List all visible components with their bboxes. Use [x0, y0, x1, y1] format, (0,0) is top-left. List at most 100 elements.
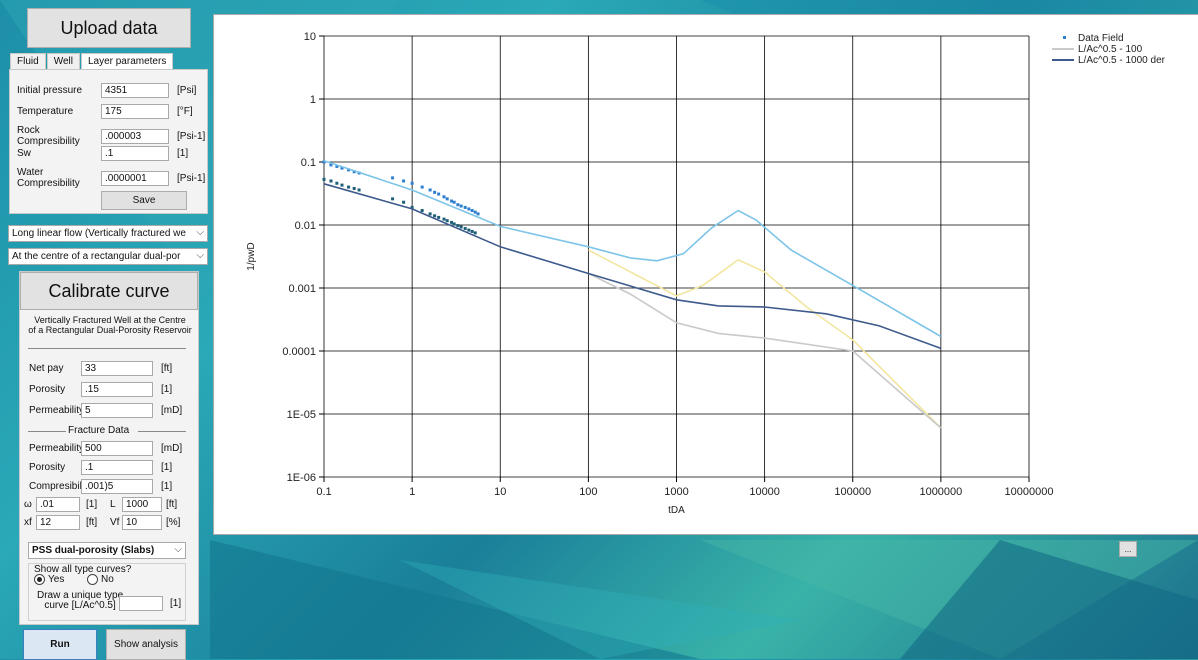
- fracture-header: Fracture Data: [68, 425, 129, 436]
- fracture-field-input[interactable]: .1: [81, 460, 153, 475]
- save-button[interactable]: Save: [101, 191, 187, 210]
- matrix-field-input[interactable]: 5: [81, 403, 153, 418]
- xf-row: xf 12 [ft] Vf 10 [%]: [24, 515, 180, 530]
- matrix-field-unit: [1]: [161, 384, 173, 395]
- y-tick-label: 1: [310, 94, 316, 106]
- layer-field-input[interactable]: .1: [101, 146, 169, 161]
- layer-field-input[interactable]: .0000001: [101, 170, 169, 186]
- y-axis-label: 1/pwD: [246, 242, 257, 270]
- fracture-field-row: Porosity .1 [1]: [29, 460, 172, 475]
- tab-layer-parameters[interactable]: Layer parameters: [80, 53, 174, 69]
- series-line: [588, 249, 942, 429]
- data-point: [445, 197, 449, 201]
- layer-field-unit: [Psi-1]: [177, 172, 206, 184]
- model-select[interactable]: PSS dual-porosity (Slabs) ⌵: [28, 542, 186, 559]
- data-point: [470, 208, 474, 212]
- data-point: [322, 160, 326, 164]
- matrix-field-input[interactable]: .15: [81, 382, 153, 397]
- data-point: [352, 186, 356, 190]
- flow-type-select[interactable]: Long linear flow (Vertically fractured w…: [8, 225, 208, 242]
- omega-row: ω .01 [1] L 1000 [ft]: [24, 497, 177, 512]
- fracture-field-unit: [mD]: [161, 443, 183, 454]
- geometry-value: At the centre of a rectangular dual-por: [12, 251, 181, 262]
- no-radio[interactable]: No: [87, 574, 114, 585]
- data-point: [437, 192, 441, 196]
- calibrate-title: Vertically Fractured Well at the Centre …: [24, 315, 196, 335]
- type-curve-chart: 0.1 1 10 100 1000 10000 100000 1000000 10000000 1…: [246, 31, 1166, 516]
- chevron-down-icon: ⌵: [174, 544, 182, 555]
- unique-curve-unit: [1]: [170, 598, 182, 609]
- data-point: [452, 200, 456, 204]
- layer-field-input[interactable]: .000003: [101, 128, 169, 144]
- data-point: [452, 222, 456, 226]
- tab-fluid[interactable]: Fluid: [10, 53, 46, 69]
- data-point: [420, 208, 424, 212]
- data-point: [473, 210, 477, 214]
- matrix-field-label: Permeability: [29, 405, 85, 416]
- matrix-field-row: Porosity .15 [1]: [29, 382, 172, 397]
- layer-field-unit: [°F]: [177, 106, 193, 117]
- data-point: [456, 224, 460, 228]
- y-tick-label: 0.001: [288, 283, 316, 295]
- fracture-data-label: Fracture Data: [68, 425, 130, 436]
- data-point: [445, 219, 449, 223]
- x-tick-label: 10: [494, 486, 506, 498]
- matrix-field-label: Porosity: [29, 384, 66, 395]
- data-point: [463, 205, 467, 209]
- divider: [138, 431, 186, 432]
- layer-field-unit: [1]: [177, 148, 189, 159]
- layer-field-row: Water Compresibility .0000001 [Psi-1]: [17, 167, 205, 189]
- show-analysis-button[interactable]: Show analysis: [106, 629, 186, 660]
- data-point: [322, 177, 326, 181]
- data-point: [437, 215, 441, 219]
- upload-data-button[interactable]: Upload data: [27, 8, 191, 48]
- show-all-group: Show all type curves? Yes No Draw a uniq…: [28, 563, 186, 621]
- data-point: [420, 185, 424, 189]
- data-point: [467, 228, 471, 232]
- data-point: [402, 179, 406, 183]
- y-tick-label: 0.01: [295, 220, 316, 232]
- parameter-tabs: Fluid Well Layer parameters: [10, 53, 174, 69]
- layer-field-unit: [Psi]: [177, 85, 197, 96]
- ellipsis-button[interactable]: ...: [1119, 541, 1137, 557]
- run-button[interactable]: Run: [23, 629, 97, 660]
- yes-radio[interactable]: Yes: [34, 574, 64, 585]
- series-line: [323, 183, 942, 350]
- data-point: [335, 181, 339, 185]
- tab-well[interactable]: Well: [46, 53, 80, 69]
- layer-field-input[interactable]: 4351: [101, 83, 169, 98]
- data-point: [329, 163, 333, 167]
- xf-input[interactable]: 12: [36, 515, 80, 530]
- xf-unit: [ft]: [86, 517, 98, 528]
- fracture-field-row: Permeability 500 [mD]: [29, 441, 182, 456]
- series-line: [588, 272, 942, 429]
- data-point: [459, 204, 463, 208]
- fracture-field-input[interactable]: .001)5: [81, 479, 153, 494]
- matrix-field-input[interactable]: 33: [81, 361, 153, 376]
- fracture-field-unit: [1]: [161, 462, 173, 473]
- flow-type-value: Long linear flow (Vertically fractured w…: [12, 228, 186, 239]
- matrix-field-row: Permeability 5 [mD]: [29, 403, 182, 418]
- fracture-field-input[interactable]: 500: [81, 441, 153, 456]
- legend-label: Data Field: [1078, 33, 1124, 44]
- unique-curve-input[interactable]: [119, 596, 163, 611]
- layer-field-input[interactable]: 175: [101, 104, 169, 119]
- x-tick-label: 1: [409, 486, 415, 498]
- x-axis-label: tDA: [668, 505, 685, 516]
- data-point: [428, 188, 432, 192]
- data-point: [340, 166, 344, 170]
- data-point: [470, 229, 474, 233]
- calibrate-curve-button[interactable]: Calibrate curve: [20, 272, 198, 310]
- omega-input[interactable]: .01: [36, 497, 80, 512]
- show-all-label: Show all type curves?: [34, 564, 132, 575]
- data-point: [442, 195, 446, 199]
- model-value: PSS dual-porosity (Slabs): [32, 545, 155, 556]
- vf-input[interactable]: 10: [122, 515, 162, 530]
- data-point: [442, 217, 446, 221]
- x-tick-label: 1000: [664, 486, 688, 498]
- data-point: [329, 179, 333, 183]
- data-point: [357, 188, 361, 192]
- L-input[interactable]: 1000: [122, 497, 162, 512]
- data-point: [473, 231, 477, 235]
- geometry-select[interactable]: At the centre of a rectangular dual-por ⌵: [8, 248, 208, 265]
